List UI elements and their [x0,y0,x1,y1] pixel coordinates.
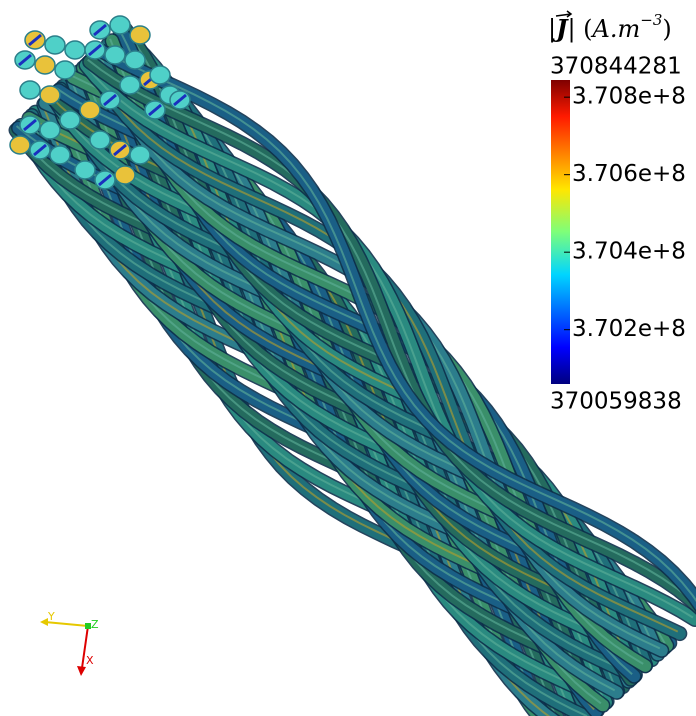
cable-end [129,25,151,45]
cable-end [119,75,141,95]
axis-y [44,621,89,627]
cable-end [9,135,31,155]
colorbar-min-label: 370059838 [550,389,682,415]
title-part: | [548,15,556,44]
cable-end-pattern [93,23,107,37]
cable-end [44,35,66,55]
title-part: ) [662,15,671,43]
cable-strand-highlight [87,58,696,606]
colorbar-tick-label: 3.704e+8 [572,239,686,265]
cable-end [39,120,61,140]
cable-end [89,130,111,150]
cable-strand-highlight [87,58,679,633]
title-unit: A.m [591,15,641,43]
cable-end [39,85,61,105]
title-exponent: −3 [640,11,662,29]
cable-ends [9,15,191,190]
colorbar-tick-label: 3.702e+8 [572,316,686,342]
cable-strand-highlight [83,62,694,619]
cable-end-pattern [98,173,112,187]
cable-end [114,165,136,185]
vector-arrow [555,10,573,18]
cable-end [49,145,71,165]
colorbar-title: |J| (A.m−3) [548,11,672,44]
colorbar-tick-label: 3.708e+8 [572,84,686,110]
cable-end [59,110,81,130]
axis-z [85,623,91,629]
axis-y-head [40,618,48,626]
orientation-axes: Y Z X [40,610,99,676]
cable-end [109,15,131,35]
title-symbol: J [552,14,569,43]
cable-end [79,100,101,120]
colorbar: |J| (A.m−3) 370844281 370059838 3.708e+8… [548,10,686,415]
colorbar-max-label: 370844281 [550,54,682,80]
cable-bundle [8,21,696,716]
title-part: | ( [567,15,592,44]
cable-end [129,145,151,165]
cable-end [124,50,146,70]
axis-y-label: Y [47,610,55,623]
cable-strand-highlight [98,48,696,603]
cable-end [64,40,86,60]
axis-x [81,625,89,669]
cable-end-pattern [113,143,127,157]
cable-end-pattern [173,93,187,107]
axis-z-label: Z [91,618,99,631]
cable-end-pattern [103,93,117,107]
colorbar-tick-label: 3.706e+8 [572,161,686,187]
cable-end [149,65,171,85]
cable-end [19,80,41,100]
cable-end [34,55,56,75]
cable-end [104,45,126,65]
cable-end-pattern [148,103,162,117]
cable-end [54,60,76,80]
cable-end-pattern [33,143,47,157]
cable-end [74,160,96,180]
cable-end-pattern [18,53,32,67]
axis-x-head [77,666,86,676]
cable-end-pattern [88,43,102,57]
cable-end-pattern [28,33,42,47]
cable-end-pattern [23,118,37,132]
colorbar-gradient [551,80,570,384]
axis-x-label: X [86,654,94,667]
